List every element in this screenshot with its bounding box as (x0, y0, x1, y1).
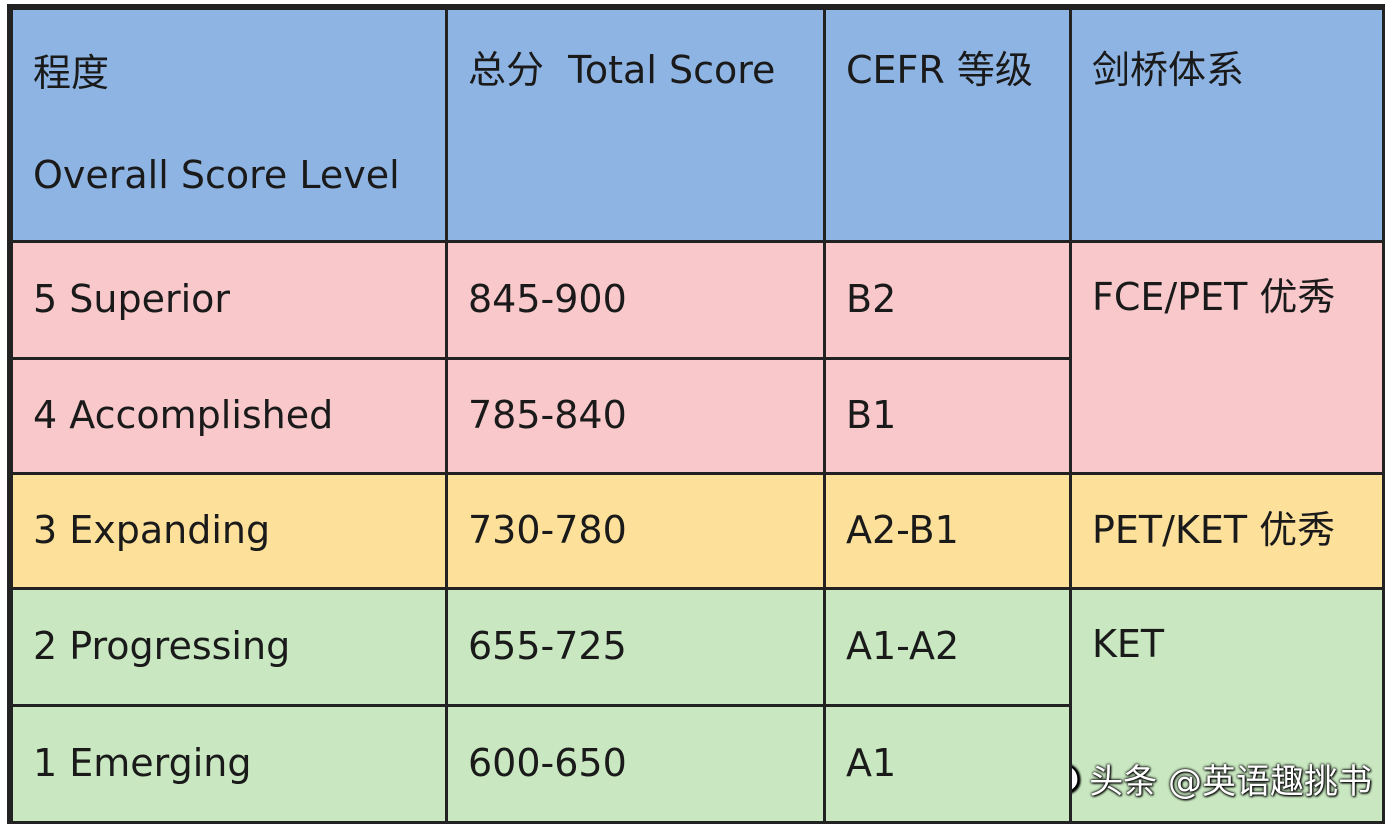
watermark: 💬 头条 @英语趣挑书 (1074, 762, 1373, 803)
cefr-cell: A1 (823, 704, 1072, 824)
header-level-cell: 程度 Overall Score Level (10, 7, 448, 243)
table-row: 2 Progressing 655-725 A1-A2 KET 💬 头条 @英语… (10, 587, 1385, 824)
score-cell: 730-780 (445, 472, 826, 590)
header-total-cell: 总分 Total Score (445, 7, 826, 243)
header-cambridge-cell: 剑桥体系 (1069, 7, 1385, 243)
level-cell: 5 Superior (10, 240, 448, 360)
header-cefr-level: CEFR 等级 (846, 48, 1033, 92)
cefr-cell: A2-B1 (823, 472, 1072, 590)
level-cell: 1 Emerging (10, 704, 448, 824)
score-cell: 655-725 (445, 587, 826, 707)
score-level-table: 程度 Overall Score Level 总分 Total Score CE… (10, 7, 1385, 824)
wechat-bubble-icon: 💬 (1074, 762, 1082, 803)
score-cell: 600-650 (445, 704, 826, 824)
cefr-cell: A1-A2 (823, 587, 1072, 707)
cefr-cell: B2 (823, 240, 1072, 360)
cambridge-cell: KET (1092, 622, 1165, 666)
score-table-frame: 程度 Overall Score Level 总分 Total Score CE… (7, 4, 1385, 824)
table-row: 1 Emerging 600-650 A1 (10, 704, 1384, 824)
header-level-cn: 程度 (33, 51, 110, 96)
cambridge-cell-group: KET 💬 头条 @英语趣挑书 (1069, 587, 1385, 824)
cefr-cell: B1 (823, 357, 1072, 475)
table-header-row: 程度 Overall Score Level 总分 Total Score CE… (10, 7, 1385, 243)
level-cell: 2 Progressing (10, 587, 448, 707)
cambridge-cell: FCE/PET 优秀 (1069, 240, 1385, 475)
score-cell: 785-840 (445, 357, 826, 475)
table-row: 3 Expanding 730-780 A2-B1 PET/KET 优秀 (10, 472, 1385, 590)
table-row: 4 Accomplished 785-840 B1 (10, 357, 1384, 475)
header-cambridge-system: 剑桥体系 (1092, 48, 1245, 92)
level-cell: 4 Accomplished (10, 357, 448, 475)
header-total-score: 总分 Total Score (468, 48, 776, 92)
score-cell: 845-900 (445, 240, 826, 360)
watermark-text: 头条 @英语趣挑书 (1089, 762, 1372, 803)
header-level-en: Overall Score Level (33, 153, 400, 197)
table-row: 5 Superior 845-900 B2 FCE/PET 优秀 (10, 240, 1385, 475)
header-cefr-cell: CEFR 等级 (823, 7, 1072, 243)
level-cell: 3 Expanding (10, 472, 448, 590)
cambridge-cell: PET/KET 优秀 (1069, 472, 1385, 590)
